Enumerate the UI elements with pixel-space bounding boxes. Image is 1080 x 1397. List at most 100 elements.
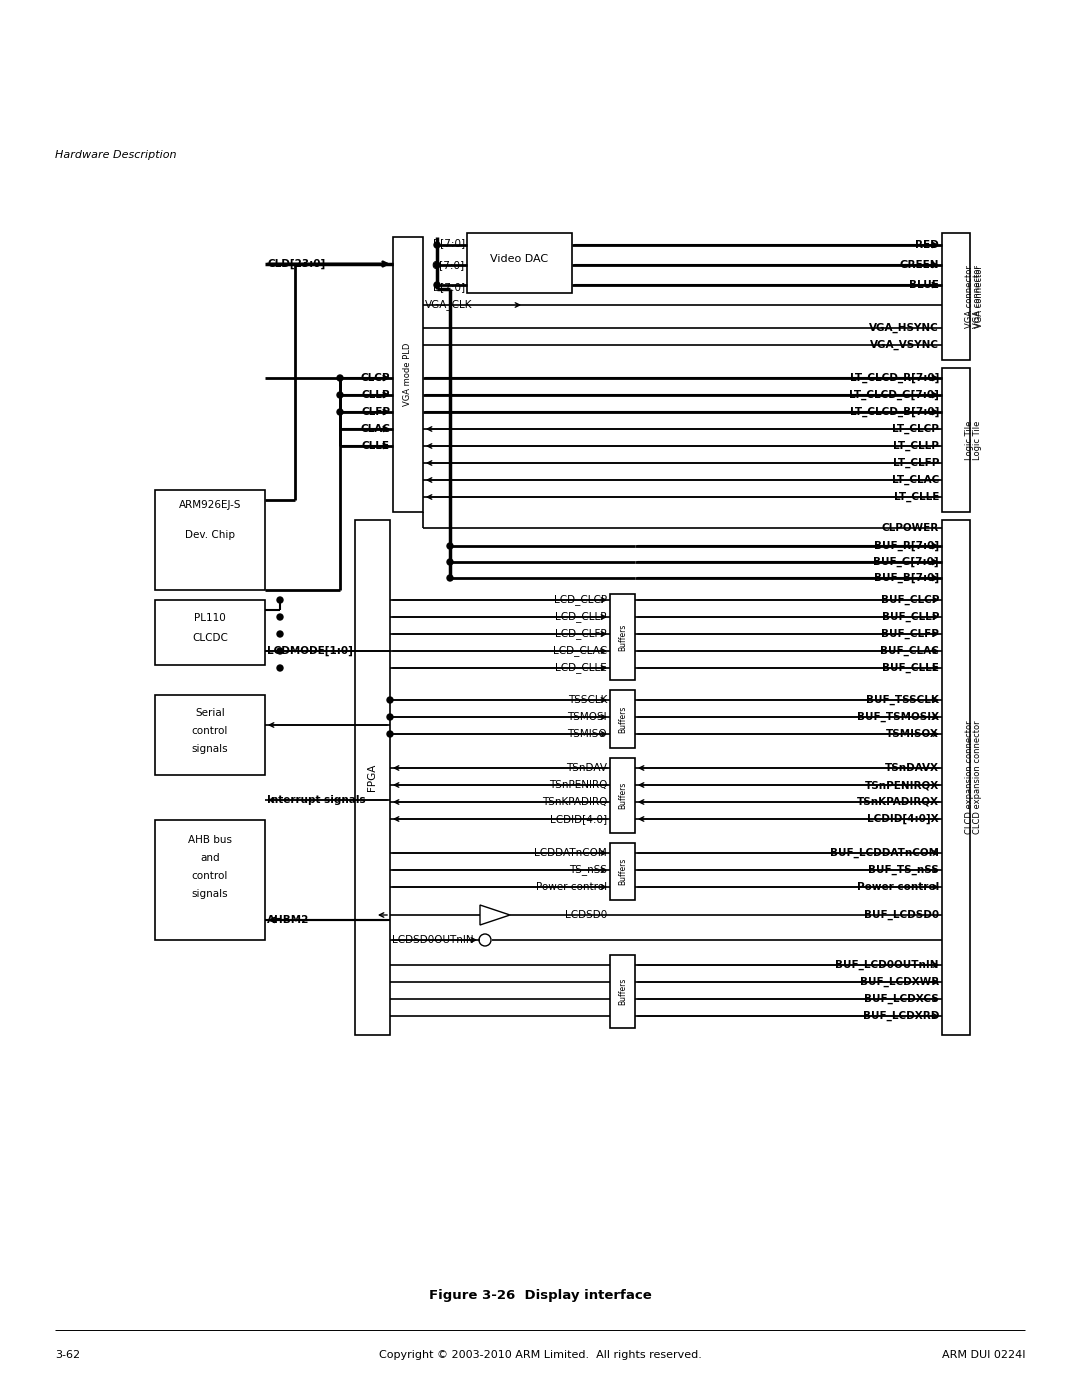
Text: CLD[23:0]: CLD[23:0] bbox=[267, 258, 325, 270]
Text: CLLP: CLLP bbox=[362, 390, 390, 400]
Circle shape bbox=[276, 597, 283, 604]
Text: BUF_LCDSD0: BUF_LCDSD0 bbox=[864, 909, 939, 921]
Text: Interrupt signals: Interrupt signals bbox=[267, 795, 366, 805]
Text: Figure 3-26  Display interface: Figure 3-26 Display interface bbox=[429, 1288, 651, 1302]
Text: Buffers: Buffers bbox=[618, 978, 627, 1006]
Text: TSMISO: TSMISO bbox=[567, 729, 607, 739]
Text: BUF_LCDXWR: BUF_LCDXWR bbox=[860, 977, 939, 988]
Text: FPGA: FPGA bbox=[367, 764, 378, 791]
Text: R[7:0]: R[7:0] bbox=[433, 237, 465, 249]
Text: Power control: Power control bbox=[536, 882, 607, 893]
Bar bbox=[942, 520, 970, 1035]
Circle shape bbox=[276, 631, 283, 637]
Text: LT_CLAC: LT_CLAC bbox=[892, 475, 939, 485]
Text: BUF_R[7:0]: BUF_R[7:0] bbox=[874, 541, 939, 552]
Circle shape bbox=[447, 576, 453, 581]
Text: LT_CLLE: LT_CLLE bbox=[893, 492, 939, 502]
Bar bbox=[156, 490, 265, 590]
Text: control: control bbox=[192, 870, 228, 882]
Bar bbox=[610, 956, 635, 1028]
Circle shape bbox=[387, 714, 393, 719]
Circle shape bbox=[387, 731, 393, 738]
Circle shape bbox=[276, 648, 283, 654]
Bar bbox=[355, 520, 390, 1035]
Text: Serial: Serial bbox=[195, 708, 225, 718]
Text: CLCP: CLCP bbox=[361, 373, 390, 383]
Text: and: and bbox=[200, 854, 220, 863]
Text: CLCDC: CLCDC bbox=[192, 633, 228, 643]
Text: BUF_TS_nSS: BUF_TS_nSS bbox=[868, 865, 939, 875]
Text: BUF_CLAC: BUF_CLAC bbox=[880, 645, 939, 657]
Circle shape bbox=[434, 242, 440, 249]
Text: 3-62: 3-62 bbox=[55, 1350, 80, 1361]
Text: Copyright © 2003-2010 ARM Limited.  All rights reserved.: Copyright © 2003-2010 ARM Limited. All r… bbox=[379, 1350, 701, 1361]
Text: TSnPENIRQX: TSnPENIRQX bbox=[865, 780, 939, 789]
Text: TSSCLK: TSSCLK bbox=[568, 694, 607, 705]
Text: BUF_LCD0OUTnIN: BUF_LCD0OUTnIN bbox=[836, 960, 939, 970]
Text: G[7:0]: G[7:0] bbox=[432, 260, 465, 270]
Bar bbox=[467, 233, 572, 293]
Text: signals: signals bbox=[191, 745, 228, 754]
Circle shape bbox=[447, 543, 453, 549]
Bar bbox=[942, 367, 970, 511]
Circle shape bbox=[276, 615, 283, 620]
Text: CLLE: CLLE bbox=[362, 441, 390, 451]
Text: TSnPENIRQ: TSnPENIRQ bbox=[549, 780, 607, 789]
Bar bbox=[610, 594, 635, 680]
Text: BUF_CLFP: BUF_CLFP bbox=[881, 629, 939, 640]
Circle shape bbox=[337, 393, 343, 398]
Circle shape bbox=[337, 409, 343, 415]
Text: CLFP: CLFP bbox=[361, 407, 390, 416]
Circle shape bbox=[434, 263, 440, 268]
Text: CLCD expansion connector: CLCD expansion connector bbox=[964, 721, 973, 834]
Text: ARM DUI 0224I: ARM DUI 0224I bbox=[942, 1350, 1025, 1361]
Text: VGA connector: VGA connector bbox=[973, 265, 983, 328]
Text: TSnKPADIRQ: TSnKPADIRQ bbox=[542, 798, 607, 807]
Text: LCD_CLLP: LCD_CLLP bbox=[555, 612, 607, 623]
Text: BUF_CLCP: BUF_CLCP bbox=[880, 595, 939, 605]
Text: RED: RED bbox=[915, 240, 939, 250]
Text: BUF_LCDDATnCOM: BUF_LCDDATnCOM bbox=[831, 848, 939, 858]
Text: TSnDAVX: TSnDAVX bbox=[885, 763, 939, 773]
Text: GREEN: GREEN bbox=[900, 260, 939, 270]
Text: LCDMODE[1:0]: LCDMODE[1:0] bbox=[267, 645, 353, 657]
Text: BUF_G[7:0]: BUF_G[7:0] bbox=[874, 557, 939, 567]
Text: BUF_CLLE: BUF_CLLE bbox=[882, 662, 939, 673]
Text: LCDID[4:0]X: LCDID[4:0]X bbox=[867, 814, 939, 824]
Text: LCD_CLAC: LCD_CLAC bbox=[553, 645, 607, 657]
Text: CLAC: CLAC bbox=[360, 425, 390, 434]
Text: TSMOSI: TSMOSI bbox=[567, 712, 607, 722]
Text: BLUE: BLUE bbox=[909, 279, 939, 291]
Circle shape bbox=[434, 282, 440, 288]
Text: VGA_HSYNC: VGA_HSYNC bbox=[869, 323, 939, 332]
Text: CLPOWER: CLPOWER bbox=[881, 522, 939, 534]
Text: LT_CLLP: LT_CLLP bbox=[893, 441, 939, 451]
Text: LCDDATnCOM: LCDDATnCOM bbox=[535, 848, 607, 858]
Text: AHB bus: AHB bus bbox=[188, 835, 232, 845]
Bar bbox=[156, 820, 265, 940]
Text: LCD_CLCP: LCD_CLCP bbox=[554, 595, 607, 605]
Bar bbox=[156, 694, 265, 775]
Circle shape bbox=[447, 559, 453, 564]
Text: TS_nSS: TS_nSS bbox=[569, 865, 607, 876]
Text: BUF_B[7:0]: BUF_B[7:0] bbox=[874, 573, 939, 583]
Polygon shape bbox=[480, 905, 510, 925]
Text: LCD_CLFP: LCD_CLFP bbox=[555, 629, 607, 640]
Bar bbox=[610, 842, 635, 900]
Text: TSnKPADIRQX: TSnKPADIRQX bbox=[858, 798, 939, 807]
Text: BUF_LCDXCS: BUF_LCDXCS bbox=[864, 993, 939, 1004]
Text: VGA_VSYNC: VGA_VSYNC bbox=[870, 339, 939, 351]
Text: Buffers: Buffers bbox=[618, 623, 627, 651]
Circle shape bbox=[276, 665, 283, 671]
Text: CLCD expansion connector: CLCD expansion connector bbox=[973, 721, 983, 834]
Text: Video DAC: Video DAC bbox=[490, 254, 549, 264]
Text: LT_CLCD_R[7:0]: LT_CLCD_R[7:0] bbox=[850, 373, 939, 383]
Text: LT_CLCP: LT_CLCP bbox=[892, 423, 939, 434]
Text: LCD_CLLE: LCD_CLLE bbox=[555, 662, 607, 673]
Text: LT_CLCD_B[7:0]: LT_CLCD_B[7:0] bbox=[850, 407, 939, 418]
Text: VGA_CLK: VGA_CLK bbox=[426, 299, 473, 310]
Text: Buffers: Buffers bbox=[618, 858, 627, 886]
Circle shape bbox=[387, 697, 393, 703]
Text: VGA connector: VGA connector bbox=[964, 265, 973, 328]
Text: Buffers: Buffers bbox=[618, 705, 627, 732]
